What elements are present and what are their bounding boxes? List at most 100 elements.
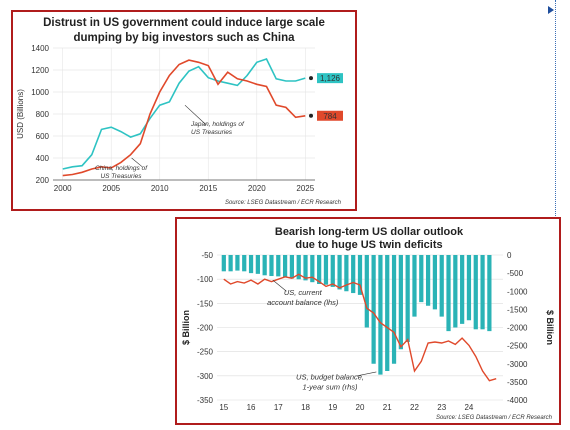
budget-balance-bar xyxy=(371,255,376,364)
annotation-budget: US, budget balance, xyxy=(296,373,364,382)
series-line-japan xyxy=(62,58,306,170)
budget-balance-bar xyxy=(228,255,233,272)
chart-title-line: Bearish long-term US dollar outlook xyxy=(275,226,464,238)
annotation-budget: 1-year sum (rhs) xyxy=(303,383,359,392)
chart-title-line: Distrust in US government could induce l… xyxy=(43,17,325,29)
annotation-current-account: US, current xyxy=(284,288,323,297)
right-y-tick-label: -2000 xyxy=(507,324,528,333)
budget-balance-bar xyxy=(303,255,308,281)
annotation-pointer-current-account xyxy=(272,279,287,292)
budget-balance-bar xyxy=(480,255,485,330)
budget-balance-bar xyxy=(276,255,281,277)
budget-balance-bar xyxy=(323,255,329,285)
budget-balance-bar xyxy=(289,255,295,279)
budget-balance-bar xyxy=(221,255,226,272)
left-y-tick-label: -200 xyxy=(197,324,214,333)
budget-balance-bar xyxy=(269,255,274,277)
budget-balance-bar xyxy=(432,255,438,310)
end-value-badge xyxy=(317,110,343,121)
annotation-china: US Treasuries xyxy=(100,173,142,180)
budget-balance-bar xyxy=(487,255,492,332)
end-value-badge xyxy=(317,73,343,84)
budget-balance-bar xyxy=(344,255,349,292)
budget-balance-bar xyxy=(296,255,301,280)
budget-balance-bar xyxy=(242,255,247,272)
annotation-japan: US Treasuries xyxy=(191,129,233,136)
annotation-pointer-japan xyxy=(184,104,207,126)
budget-balance-bar xyxy=(460,255,465,324)
source-note: Source: LSEG Datastream / ECR Research xyxy=(225,200,342,206)
chart-panel-twin-deficits: Bearish long-term US dollar outlook due t… xyxy=(175,217,561,425)
annotation-current-account: account balance (lhs) xyxy=(267,298,339,307)
y-axis-label: USD (Billions) xyxy=(16,89,25,139)
annotation-japan: Japan, holdings of xyxy=(190,121,245,128)
series-line-china xyxy=(62,59,306,177)
right-y-tick-label: -1500 xyxy=(507,305,528,314)
budget-balance-bar xyxy=(282,255,288,278)
end-value-marker xyxy=(309,113,313,118)
budget-balance-bar xyxy=(398,255,403,350)
annotation-pointer-budget xyxy=(357,371,377,377)
y-tick-label: 1400 xyxy=(31,44,49,53)
end-value-label: 784 xyxy=(323,112,337,121)
budget-balance-bar xyxy=(391,255,397,364)
right-y-tick-label: -3000 xyxy=(507,360,528,369)
right-y-tick-label: -4000 xyxy=(507,396,528,405)
chart-treasury-holdings: Distrust in US government could induce l… xyxy=(16,17,343,206)
left-y-tick-label: -100 xyxy=(197,275,214,284)
right-y-tick-label: -1000 xyxy=(507,287,528,296)
budget-balance-bar xyxy=(378,255,383,375)
budget-balance-bar xyxy=(310,255,315,283)
budget-balance-bar xyxy=(419,255,424,303)
x-tick-label: 19 xyxy=(328,403,337,412)
budget-balance-bar xyxy=(385,255,390,371)
chart-panel-treasury-holdings: Distrust in US government could induce l… xyxy=(11,10,357,211)
end-value-marker xyxy=(309,76,313,81)
budget-balance-bar xyxy=(255,255,260,274)
y-tick-label: 800 xyxy=(36,110,50,119)
current-account-line xyxy=(223,273,497,382)
right-y-tick-label: 0 xyxy=(507,251,512,260)
budget-balance-bar xyxy=(235,255,240,271)
x-tick-label: 22 xyxy=(410,403,419,412)
divider-line xyxy=(555,0,557,250)
x-tick-label: 2010 xyxy=(151,184,169,193)
budget-balance-bar xyxy=(473,255,478,330)
x-tick-label: 17 xyxy=(274,403,283,412)
left-y-tick-label: -250 xyxy=(197,348,214,357)
budget-balance-bar xyxy=(439,255,444,317)
budget-balance-bar xyxy=(357,255,363,295)
x-tick-label: 2025 xyxy=(296,184,314,193)
y-tick-label: 1200 xyxy=(31,66,49,75)
x-tick-label: 23 xyxy=(437,403,446,412)
right-y-tick-label: -2500 xyxy=(507,342,528,351)
x-tick-label: 2000 xyxy=(54,184,72,193)
left-y-tick-label: -50 xyxy=(201,251,213,260)
left-y-axis-label: $ Billion xyxy=(181,310,191,345)
budget-balance-bar xyxy=(262,255,267,276)
x-tick-label: 2020 xyxy=(248,184,266,193)
x-tick-label: 16 xyxy=(247,403,256,412)
annotation-pointer-china xyxy=(131,157,143,168)
budget-balance-bar xyxy=(330,255,335,287)
x-tick-label: 20 xyxy=(356,403,365,412)
budget-balance-bar xyxy=(248,255,254,274)
bullet-arrow-icon xyxy=(548,6,554,14)
x-tick-label: 2005 xyxy=(102,184,120,193)
left-y-tick-label: -350 xyxy=(197,396,214,405)
budget-balance-bar xyxy=(364,255,369,328)
right-y-axis-label: $ Billion xyxy=(545,310,555,345)
y-tick-label: 400 xyxy=(36,154,50,163)
budget-balance-bar xyxy=(446,255,451,332)
right-y-tick-label: -3500 xyxy=(507,378,528,387)
left-y-tick-label: -150 xyxy=(197,299,214,308)
y-tick-label: 600 xyxy=(36,132,50,141)
y-tick-label: 200 xyxy=(36,176,50,185)
right-y-tick-label: -500 xyxy=(507,269,524,278)
x-tick-label: 24 xyxy=(464,403,473,412)
budget-balance-bar xyxy=(466,255,472,321)
chart-title-line: due to huge US twin deficits xyxy=(295,239,442,251)
budget-balance-bar xyxy=(412,255,417,317)
chart-title-line: dumping by big investors such as China xyxy=(73,32,295,44)
